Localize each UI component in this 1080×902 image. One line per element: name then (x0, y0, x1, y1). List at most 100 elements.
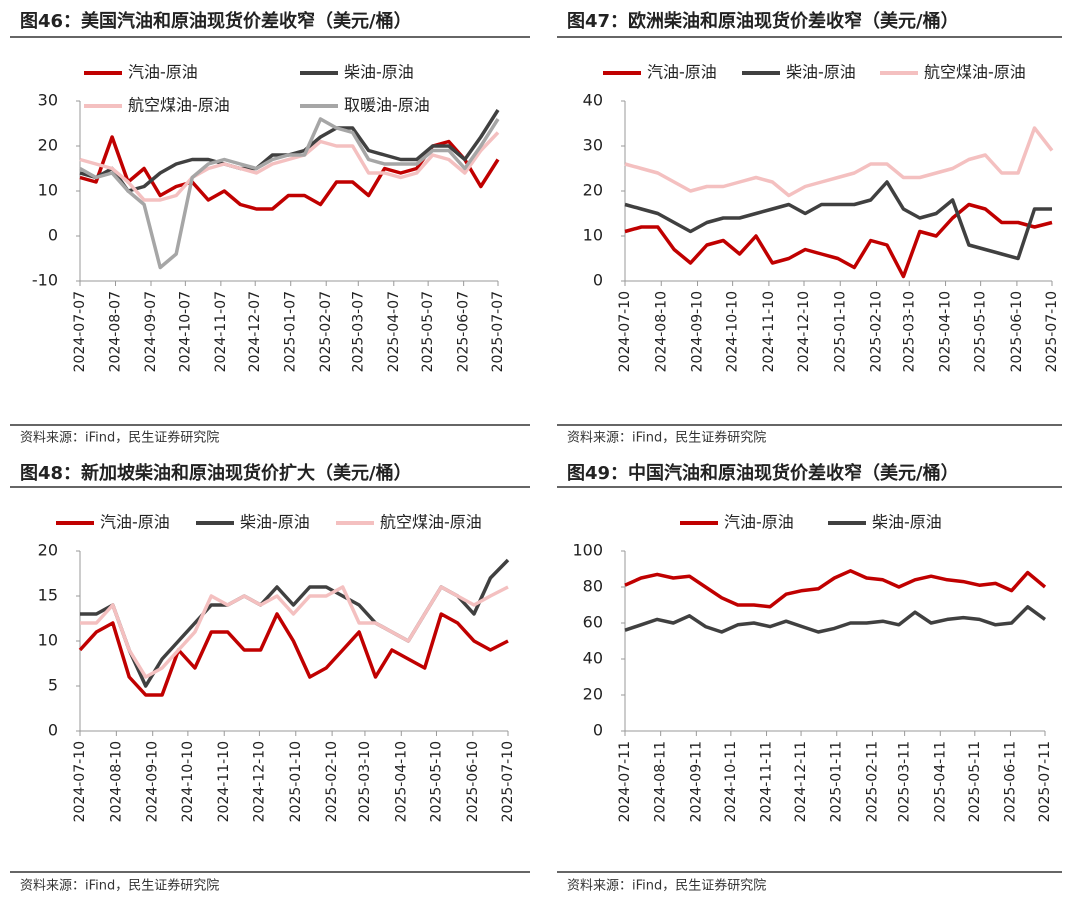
source: 资料来源：iFind，民生证券研究院 (20, 878, 219, 894)
legend-label: 航空煤油-原油 (924, 63, 1026, 82)
series-line (79, 117, 500, 270)
legend-label: 汽油-原油 (100, 513, 170, 532)
x-tick-label: 2024-12-10 (796, 291, 812, 372)
series-line (80, 585, 509, 679)
x-tick-label: 2024-12-07 (247, 291, 263, 372)
y-tick-label: 20 (583, 685, 603, 704)
x-tick-label: 2025-03-10 (901, 291, 917, 372)
x-tick-label: 2025-05-11 (967, 741, 983, 822)
series-line (79, 131, 500, 202)
x-tick-label: 2024-07-10 (72, 741, 88, 822)
x-tick-label: 2024-07-10 (617, 291, 633, 372)
x-tick-label: 2024-08-11 (653, 741, 669, 822)
y-tick-label: 5 (48, 676, 58, 695)
x-tick-label: 2024-07-11 (617, 741, 633, 822)
x-tick-label: 2025-07-07 (490, 291, 506, 372)
x-tick-label: 2025-07-11 (1037, 741, 1053, 822)
y-tick-label: 20 (38, 541, 58, 560)
x-tick-label: 2024-10-11 (723, 741, 739, 822)
series-line (624, 126, 1054, 198)
x-tick-label: 2024-08-10 (653, 291, 669, 372)
x-tick-label: 2025-05-10 (973, 291, 989, 372)
y-tick-label: -10 (32, 271, 58, 290)
x-tick-label: 2024-10-10 (725, 291, 741, 372)
x-tick-label: 2025-02-10 (869, 291, 885, 372)
x-tick-label: 2025-07-10 (1044, 291, 1060, 372)
series-line (624, 605, 1047, 634)
legend-label: 柴油-原油 (786, 63, 856, 82)
x-tick-label: 2025-01-10 (288, 741, 304, 822)
x-tick-label: 2024-11-07 (213, 291, 229, 372)
x-tick-label: 2024-07-07 (72, 291, 88, 372)
legend-label: 汽油-原油 (724, 513, 794, 532)
series-line (624, 202, 1053, 279)
x-tick-label: 2024-11-10 (761, 291, 777, 372)
x-tick-label: 2024-10-10 (180, 741, 196, 822)
y-tick-label: 20 (583, 181, 603, 200)
x-tick-label: 2024-12-11 (793, 741, 809, 822)
y-tick-label: 80 (583, 577, 603, 596)
x-tick-label: 2024-09-10 (145, 741, 161, 822)
x-tick-label: 2025-04-07 (386, 291, 402, 372)
x-tick-label: 2024-11-10 (216, 741, 232, 822)
x-tick-label: 2024-08-10 (108, 741, 124, 822)
y-tick-label: 20 (38, 136, 58, 155)
series-line (624, 180, 1052, 261)
y-tick-label: 15 (38, 586, 58, 605)
chart-title: 图48：新加坡柴油和原油现货价扩大（美元/桶） (20, 462, 412, 484)
x-tick-label: 2025-05-10 (428, 741, 444, 822)
series-line (78, 612, 509, 697)
x-tick-label: 2025-01-07 (283, 291, 299, 372)
x-tick-label: 2024-11-11 (759, 741, 775, 822)
x-tick-label: 2024-12-10 (251, 741, 267, 822)
y-tick-label: 30 (38, 91, 58, 110)
x-tick-label: 2024-09-07 (143, 291, 159, 372)
x-tick-label: 2025-05-07 (420, 291, 436, 372)
y-tick-label: 60 (583, 613, 603, 632)
source: 资料来源：iFind，民生证券研究院 (20, 430, 219, 446)
y-tick-label: 40 (583, 649, 603, 668)
chart-title: 图49：中国汽油和原油现货价差收窄（美元/桶） (567, 462, 959, 484)
x-tick-label: 2024-08-07 (108, 291, 124, 372)
legend-label: 汽油-原油 (647, 63, 717, 82)
y-tick-label: 30 (583, 136, 603, 155)
x-tick-label: 2024-09-10 (690, 291, 706, 372)
y-tick-label: 10 (583, 226, 603, 245)
y-tick-label: 0 (48, 226, 58, 245)
series-line (624, 569, 1047, 609)
x-tick-label: 2025-04-11 (932, 741, 948, 822)
y-tick-label: 0 (48, 721, 58, 740)
y-tick-label: 10 (38, 631, 58, 650)
legend-label: 汽油-原油 (128, 63, 198, 82)
x-tick-label: 2025-03-10 (357, 741, 373, 822)
legend-label: 柴油-原油 (872, 513, 942, 532)
legend-label: 柴油-原油 (240, 513, 310, 532)
source: 资料来源：iFind，民生证券研究院 (567, 878, 766, 894)
x-tick-label: 2025-04-10 (393, 741, 409, 822)
x-tick-label: 2025-01-11 (829, 741, 845, 822)
x-tick-label: 2025-07-10 (500, 741, 516, 822)
legend-label: 航空煤油-原油 (380, 513, 482, 532)
x-tick-label: 2025-04-10 (938, 291, 954, 372)
x-tick-label: 2025-01-10 (832, 291, 848, 372)
legend-label: 航空煤油-原油 (128, 96, 230, 115)
y-tick-label: 0 (593, 271, 603, 290)
y-tick-label: 10 (38, 181, 58, 200)
source: 资料来源：iFind，民生证券研究院 (567, 430, 766, 446)
legend-label: 柴油-原油 (344, 63, 414, 82)
x-tick-label: 2025-03-07 (350, 291, 366, 372)
x-tick-label: 2025-02-11 (864, 741, 880, 822)
legend-label: 取暖油-原油 (344, 96, 430, 115)
x-tick-label: 2024-10-07 (177, 291, 193, 372)
x-tick-label: 2024-09-11 (688, 741, 704, 822)
series-line (80, 558, 510, 688)
chart-title: 图46：美国汽油和原油现货价差收窄（美元/桶） (20, 10, 412, 32)
chart-title: 图47：欧洲柴油和原油现货价差收窄（美元/桶） (567, 10, 959, 32)
x-tick-label: 2025-06-11 (1002, 741, 1018, 822)
y-tick-label: 0 (593, 721, 603, 740)
y-tick-label: 40 (583, 91, 603, 110)
x-tick-label: 2025-06-07 (456, 291, 472, 372)
x-tick-label: 2025-03-11 (897, 741, 913, 822)
y-tick-label: 100 (572, 541, 603, 560)
